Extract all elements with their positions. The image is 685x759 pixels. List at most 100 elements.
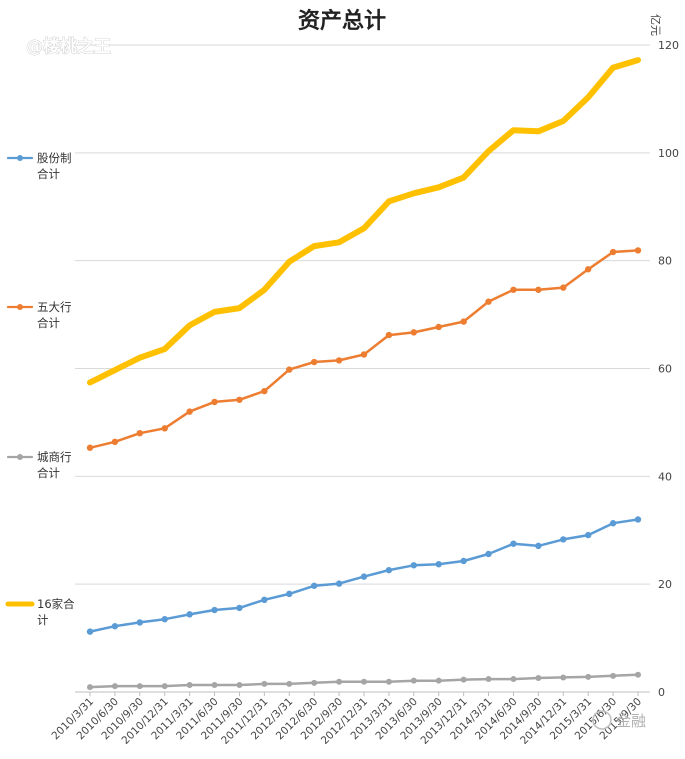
data-point [136, 683, 143, 690]
data-point [86, 628, 94, 635]
y-tick-label: 0 [658, 686, 665, 699]
data-point [460, 318, 467, 325]
data-point [410, 562, 418, 569]
series-3 [87, 57, 641, 386]
data-point [435, 561, 442, 568]
data-point [410, 677, 417, 684]
data-point [136, 619, 144, 626]
series-lines [86, 57, 642, 691]
data-point [186, 408, 193, 415]
legend-label: 合计 [37, 466, 60, 480]
data-point [560, 536, 567, 543]
data-point [485, 676, 492, 683]
data-point [361, 678, 367, 685]
brand-text: 金融 [616, 712, 646, 730]
legend-swatch-marker [17, 155, 23, 161]
data-point [335, 357, 343, 364]
data-point [535, 542, 542, 550]
data-point [286, 590, 293, 598]
data-point [236, 396, 243, 403]
data-point [236, 604, 243, 612]
data-point [609, 520, 617, 527]
data-point [634, 247, 642, 254]
data-point [186, 611, 193, 618]
legend-label: 16家合 [37, 597, 75, 611]
y-axis-ticks: 0 20 40 60 80 100 120 [658, 39, 679, 699]
chart-title: 资产总计 [298, 8, 386, 34]
brand-logo: 金融 [592, 710, 646, 730]
data-point [410, 329, 418, 336]
data-point [161, 616, 168, 623]
data-point [186, 681, 193, 688]
y-tick-label: 80 [658, 255, 672, 268]
data-point [485, 298, 492, 305]
series-line [87, 57, 641, 386]
data-point [211, 681, 218, 688]
data-point [360, 351, 368, 358]
data-point [261, 387, 268, 395]
data-point [261, 596, 268, 604]
y-tick-label: 60 [658, 363, 672, 376]
data-point [535, 674, 542, 681]
data-point [535, 286, 542, 293]
legend-label: 城商行 [37, 450, 72, 464]
series-1 [86, 247, 642, 451]
series-0 [86, 516, 642, 635]
data-point [310, 358, 318, 366]
data-point [560, 674, 567, 681]
y-tick-label: 100 [658, 147, 679, 160]
legend-label: 合计 [37, 316, 60, 330]
y-tick-label: 20 [658, 578, 672, 591]
data-point [336, 678, 343, 685]
data-point [335, 580, 343, 587]
data-point [510, 286, 517, 293]
data-point [311, 679, 318, 686]
y-tick-label: 120 [658, 39, 679, 52]
data-point [236, 681, 243, 688]
data-point [460, 557, 467, 565]
data-point [435, 323, 442, 331]
data-point [584, 266, 592, 273]
data-point [211, 398, 218, 406]
data-point [584, 531, 592, 539]
data-point [161, 683, 168, 690]
data-point [609, 248, 617, 256]
legend-label: 合计 [37, 167, 60, 181]
data-point [261, 680, 268, 687]
y-axis-unit-label: 亿元 [649, 14, 662, 36]
data-point [211, 606, 218, 614]
legend-swatch-marker [17, 454, 23, 460]
data-point [585, 673, 592, 680]
data-point [161, 425, 168, 432]
data-point [111, 623, 119, 630]
data-point [460, 676, 467, 683]
data-point [86, 444, 94, 451]
data-point [510, 540, 517, 547]
gridlines [75, 44, 650, 693]
data-point [360, 573, 368, 580]
data-point [385, 678, 392, 685]
data-point [510, 676, 517, 683]
data-point [634, 516, 642, 523]
legend-label: 股份制 [37, 151, 72, 165]
brand-logo-icon [592, 710, 612, 730]
data-point [87, 684, 93, 691]
data-point [310, 582, 318, 589]
legend-swatch-marker [17, 304, 23, 310]
legend-label: 五大行 [37, 300, 72, 314]
watermark-text: @楼桃之王 [26, 36, 111, 57]
data-point [136, 430, 144, 437]
data-point [635, 671, 641, 678]
series-line [88, 249, 640, 450]
data-point [286, 680, 293, 687]
y-tick-label: 40 [658, 470, 672, 483]
data-point [111, 683, 118, 690]
data-point [485, 550, 492, 558]
data-point [385, 566, 393, 574]
